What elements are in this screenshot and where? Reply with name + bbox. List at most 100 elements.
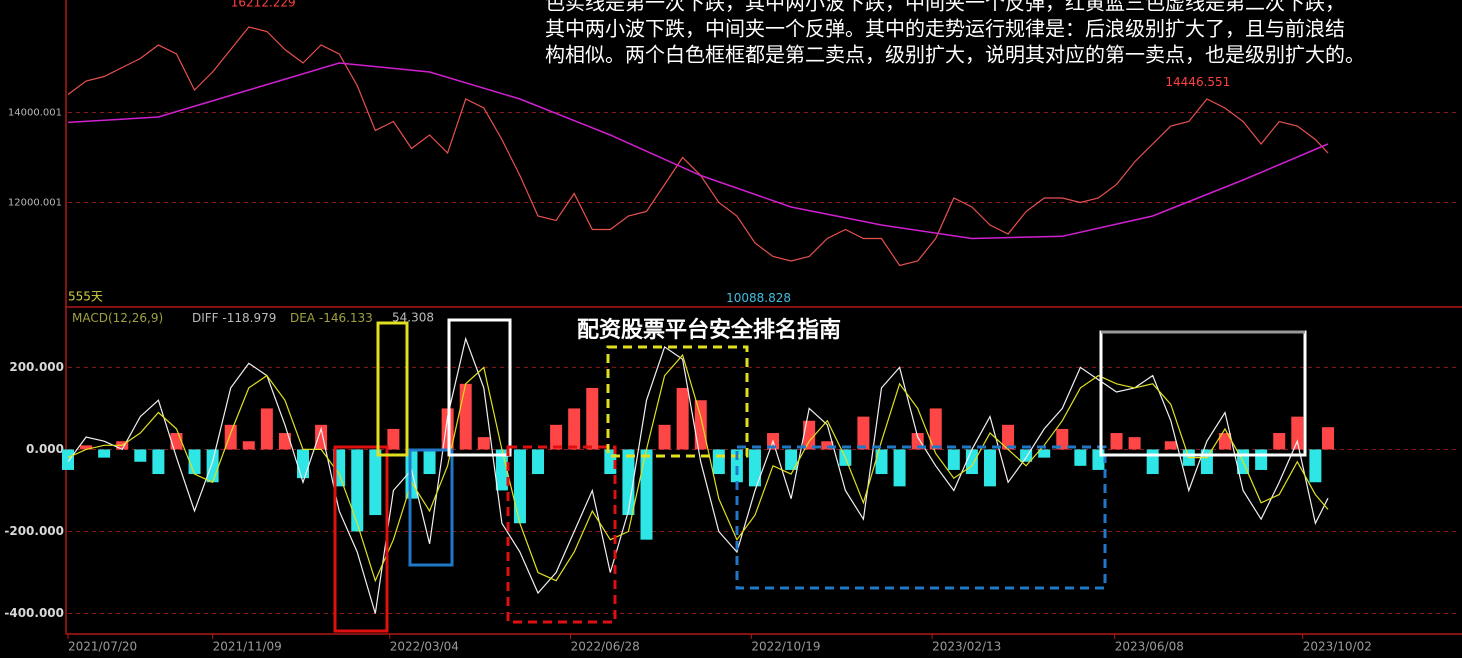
y-tick-label: 200.000	[9, 360, 64, 374]
macd-bar	[242, 441, 255, 450]
macd-bar	[80, 445, 93, 450]
macd-bar	[1218, 433, 1231, 450]
macd-bar	[1309, 449, 1322, 483]
macd-bar	[188, 449, 201, 475]
macd-bar	[134, 449, 147, 462]
box	[333, 445, 389, 633]
macd-bar	[1110, 433, 1123, 450]
y-tick-label: 12000.001	[8, 197, 62, 208]
price-extreme-label: 14446.551	[1165, 75, 1230, 89]
macd-bar	[170, 433, 183, 450]
legend-value: -146.133	[319, 311, 373, 325]
macd-bar	[423, 449, 436, 475]
macd-bar	[983, 449, 996, 487]
macd-bar	[911, 433, 924, 450]
macd-bar	[532, 449, 545, 475]
macd-bar	[62, 449, 74, 470]
legend-name: DEA	[290, 311, 316, 325]
macd-bar	[1002, 424, 1015, 450]
macd-bar	[152, 449, 165, 475]
box	[506, 445, 617, 624]
macd-bar	[821, 441, 834, 450]
macd-bar	[694, 400, 707, 450]
annotation: 色实线是第一次下跌，其中两小波下跌，中间夹一个反弹，红黄蓝三色虚线是第二次下跌，…	[545, 0, 1365, 67]
price-extreme-label: 16212.229	[231, 0, 296, 9]
legend-name: DIFF	[192, 311, 219, 325]
x-tick-label: 2023/06/08	[1115, 640, 1184, 654]
legend-dea: DEA -146.133	[290, 311, 373, 325]
macd-bar	[98, 449, 111, 458]
x-tick-label: 2023/02/13	[932, 640, 1001, 654]
macd-bar	[1074, 449, 1087, 466]
macd-bar	[730, 449, 743, 483]
macd-bar	[1322, 427, 1335, 450]
macd-bar	[857, 416, 870, 450]
annotation-line: 其中两小波下跌，中间夹一个反弹。其中的走势运行规律是：后浪级别扩大了，且与前浪结	[545, 17, 1345, 41]
macd-bar	[875, 449, 888, 475]
period-label: 555天	[68, 290, 103, 304]
macd-bar	[676, 387, 689, 450]
macd-bar	[260, 408, 273, 450]
price-extreme-label: 10088.828	[726, 291, 791, 305]
y-tick-label: -400.000	[4, 606, 64, 620]
annotation-line: 构相似。两个白色框框都是第二卖点，级别扩大，说明其对应的第一卖点，也是级别扩大的…	[545, 43, 1365, 67]
macd-bar	[1291, 416, 1304, 450]
x-tick-label: 2021/11/09	[213, 640, 282, 654]
macd-bar	[658, 424, 671, 450]
macd-bar	[965, 449, 978, 475]
box	[447, 318, 512, 457]
macd-bar	[1038, 449, 1051, 458]
box	[408, 448, 454, 567]
x-tick-label: 2022/06/28	[571, 640, 640, 654]
x-tick-label: 2022/10/19	[751, 640, 820, 654]
legend-indicator: MACD(12,26,9)	[72, 311, 163, 325]
macd-bar	[369, 449, 382, 516]
y-tick-label: -200.000	[4, 524, 64, 538]
y-tick-label: 0.000	[26, 442, 64, 456]
macd-bar	[803, 420, 816, 450]
macd-bar	[351, 449, 364, 532]
price-line	[67, 62, 1329, 240]
macd-bar	[929, 408, 942, 450]
macd-bar	[206, 449, 219, 483]
macd-line	[67, 336, 1329, 614]
macd-bar	[1146, 449, 1159, 475]
annotation-line: 色实线是第一次下跌，其中两小波下跌，中间夹一个反弹，红黄蓝三色虚线是第二次下跌，	[545, 0, 1345, 15]
macd-bar	[387, 428, 400, 450]
legend-diff: DIFF -118.979	[192, 311, 276, 325]
macd-bar	[712, 449, 725, 475]
macd-bar	[785, 449, 798, 470]
macd-bar	[1056, 428, 1069, 450]
macd-bar	[1273, 433, 1286, 450]
legend-macd: 54.308	[392, 311, 434, 325]
box	[735, 445, 1107, 590]
macd-bar	[513, 449, 526, 524]
macd-bar	[1092, 449, 1105, 470]
y-tick-label: 14000.001	[8, 107, 62, 118]
macd-bar	[297, 449, 310, 479]
macd-bar	[459, 383, 472, 450]
macd-bar	[586, 387, 599, 450]
macd-line	[67, 353, 1329, 583]
legend-value: -118.979	[222, 311, 276, 325]
legend: MACD(12,26,9)	[72, 311, 163, 325]
x-tick-label: 2023/10/02	[1303, 640, 1372, 654]
macd-bar	[278, 433, 291, 450]
box	[376, 321, 409, 457]
macd-bar	[748, 449, 761, 487]
macd-bar	[893, 449, 906, 487]
macd-bar	[568, 408, 581, 450]
macd-bar	[550, 424, 563, 450]
macd-bar	[1255, 449, 1268, 470]
macd-bar	[640, 449, 653, 540]
macd-bar	[1128, 437, 1141, 450]
box	[606, 345, 749, 458]
overlay-title: 配资股票平台安全排名指南	[577, 317, 841, 343]
macd-bar	[622, 449, 635, 516]
highlight-boxes	[333, 318, 1307, 633]
x-tick-label: 2022/03/04	[390, 640, 459, 654]
macd-bar	[947, 449, 960, 470]
